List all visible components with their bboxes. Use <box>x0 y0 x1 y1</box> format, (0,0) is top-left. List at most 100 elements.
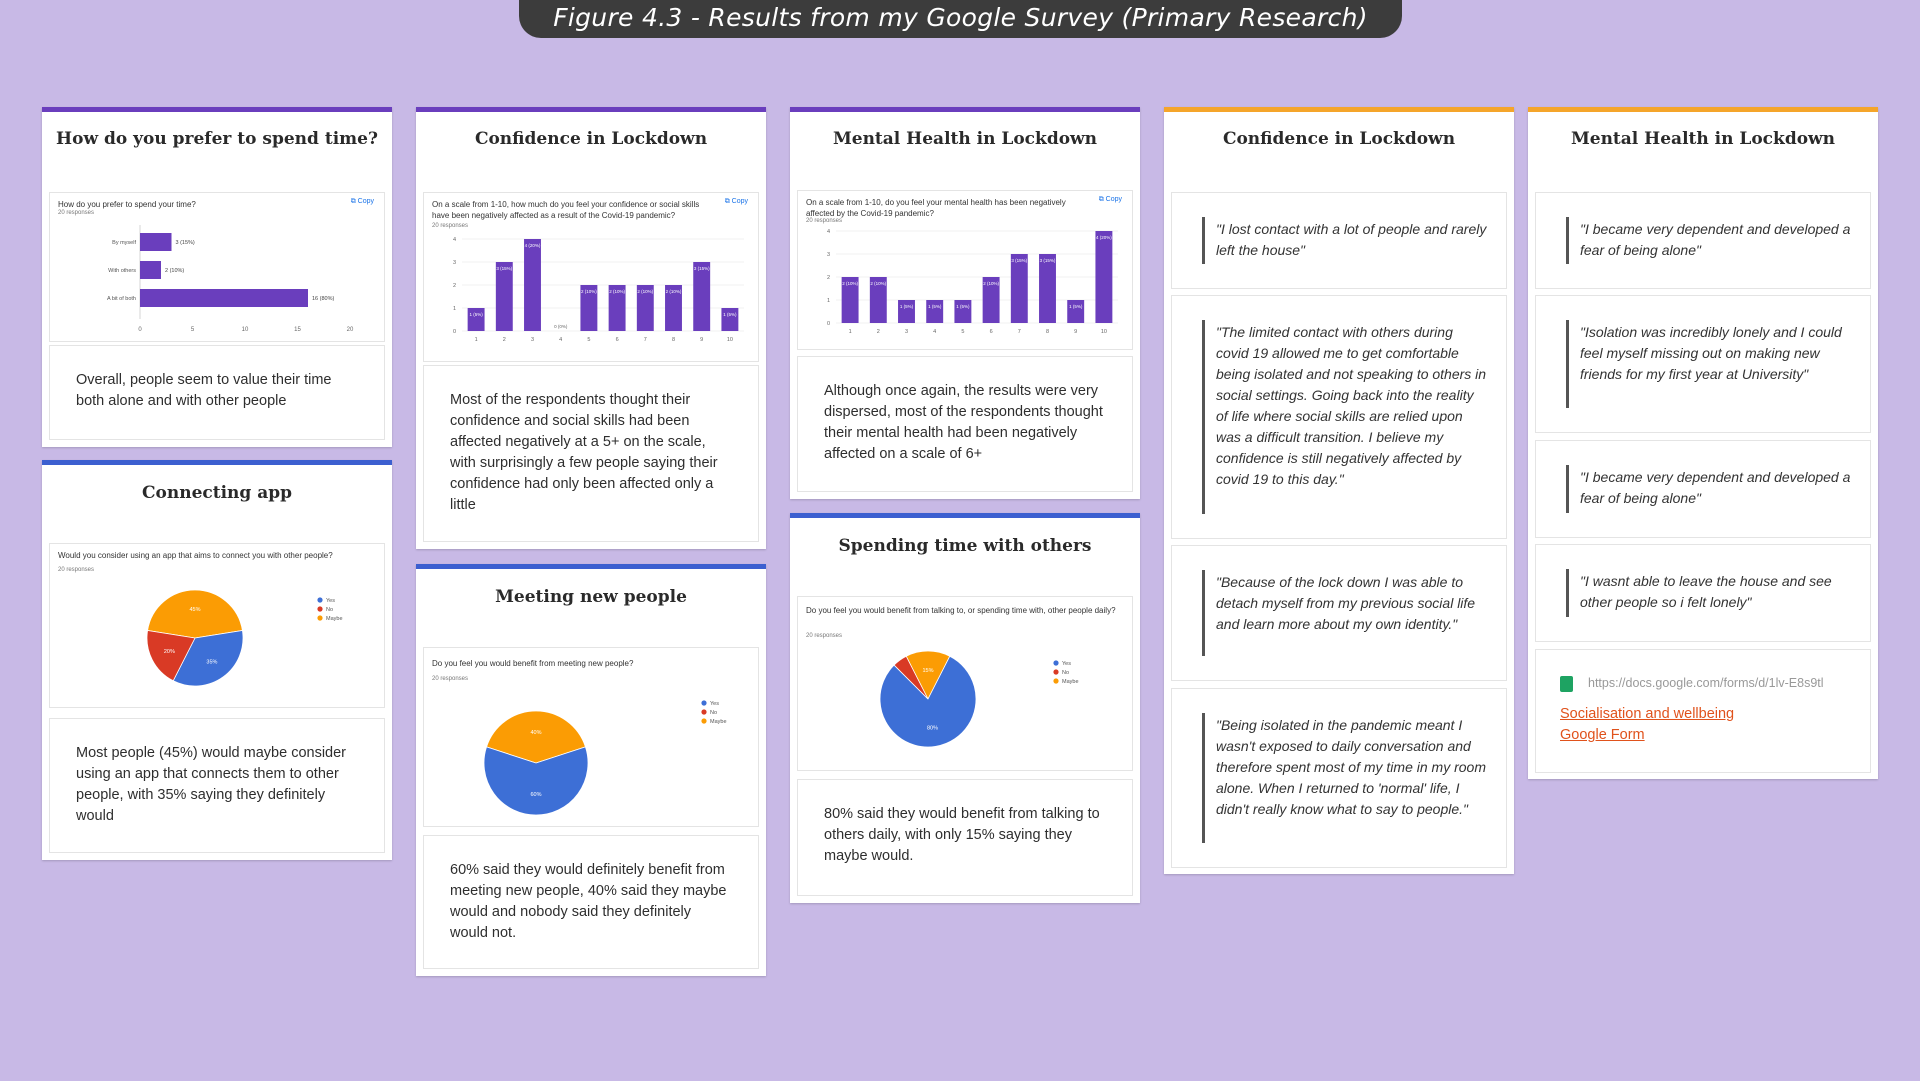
card-title: Mental Health in Lockdown <box>832 129 1098 149</box>
hbar-chart: 0 5 10 15 20 By myself 3 (15%) With others 2 (10… <box>107 225 354 333</box>
card-title: Confidence in Lockdown <box>1222 129 1456 149</box>
figure-title: Figure 4.3 - Results from my Google Surv… <box>519 0 1402 38</box>
tick-label: 6 <box>990 329 993 335</box>
quote-bar <box>1566 217 1569 264</box>
card-confidence-quotes: Confidence in Lockdown "I lost contact w… <box>1164 107 1514 874</box>
tick-label: 7 <box>1018 329 1021 335</box>
legend-label: Maybe <box>1062 679 1079 685</box>
data-label: 20% <box>164 649 175 655</box>
tick-label: 2 <box>827 275 830 281</box>
quote-bar <box>1566 320 1569 408</box>
bar <box>467 308 485 331</box>
tick-label: 10 <box>1101 329 1107 335</box>
data-label: 0 (0%) <box>554 324 568 329</box>
quote-bar <box>1202 217 1205 264</box>
data-label: 2 (10%) <box>842 281 858 286</box>
quote-panel: "I became very dependent and developed a… <box>1535 440 1871 538</box>
form-question: Do you feel you would benefit from meeti… <box>432 659 634 668</box>
tick-label: 4 <box>559 337 562 343</box>
tick-label: 4 <box>827 229 830 235</box>
bar <box>140 261 161 279</box>
quote-text: "Because of the lock down I was able to … <box>1216 574 1476 632</box>
pie-slice <box>172 630 244 687</box>
bar <box>693 262 711 331</box>
quote-bar <box>1202 713 1205 843</box>
legend-swatch <box>1053 669 1059 675</box>
legend-label: Yes <box>326 598 335 604</box>
tick-label: 2 <box>877 329 880 335</box>
bar <box>580 285 598 331</box>
quote-bar <box>1202 570 1205 656</box>
pie-slice <box>146 630 196 682</box>
legend-swatch <box>701 718 707 724</box>
copy-button[interactable]: ⧉ Copy <box>350 198 374 205</box>
legend-label: Yes <box>710 701 719 707</box>
bar-chart: 0 1 2 3 4 1 (5%) 1 3 (15%) 2 4 (20%) 3 0 (0%) 4 2 (10… <box>453 237 744 343</box>
bar <box>721 308 739 331</box>
pie-chart: 40% 60% Yes No Maybe <box>483 700 727 816</box>
summary-panel: 80% said they would benefit from talking… <box>797 779 1133 896</box>
google-form-link[interactable]: Google Form <box>1560 727 1645 743</box>
bar <box>608 285 626 331</box>
category-label: By myself <box>112 240 136 246</box>
quote-panel: "Isolation was incredibly lonely and I c… <box>1535 295 1871 433</box>
tick-label: 3 <box>453 260 456 266</box>
tick-label: 3 <box>827 252 830 258</box>
card-mental: Mental Health in Lockdown On a scale fro… <box>790 107 1140 499</box>
data-label: 16 (80%) <box>312 296 334 302</box>
google-form-link[interactable]: Socialisation and wellbeing <box>1560 706 1735 722</box>
tick-label: 4 <box>453 237 456 243</box>
card-title: Spending time with others <box>838 536 1092 556</box>
pie-chart: 45% 35% 20% Yes No Maybe <box>146 589 343 687</box>
copy-label: Copy <box>357 198 374 205</box>
data-label: 2 (10%) <box>983 281 999 286</box>
tick-label: 3 <box>905 329 908 335</box>
tick-label: 15 <box>294 327 301 333</box>
card-title: Meeting new people <box>495 587 687 607</box>
quote-panel: "I wasnt able to leave the house and see… <box>1535 544 1871 642</box>
data-label: 2 (10%) <box>581 289 597 294</box>
form-question: Would you consider using an app that aim… <box>58 551 333 560</box>
copy-button[interactable]: ⧉ Copy <box>1098 196 1122 203</box>
pie-slice <box>483 746 589 816</box>
bar <box>869 277 887 323</box>
form-responses: 20 responses <box>806 218 843 224</box>
bar <box>1095 231 1113 323</box>
data-label: 80% <box>927 725 938 731</box>
quote-panel: "Being isolated in the pandemic meant I … <box>1171 688 1507 868</box>
data-label: 1 (5%) <box>928 304 942 309</box>
quote-bar <box>1566 569 1569 617</box>
tick-label: 7 <box>644 337 647 343</box>
copy-label: Copy <box>731 198 748 205</box>
bar <box>1039 254 1056 323</box>
tick-label: 1 <box>827 298 830 304</box>
data-label: 2 (10%) <box>870 281 886 286</box>
quote-text: "I lost contact with a lot of people and… <box>1216 221 1487 258</box>
tick-label: 20 <box>347 327 354 333</box>
tick-label: 0 <box>453 329 456 335</box>
tick-label: 1 <box>453 306 456 312</box>
copy-button[interactable]: ⧉ Copy <box>724 198 748 205</box>
form-question: On a scale from 1-10, do you feel your m… <box>806 198 1066 218</box>
quote-panel: "I lost contact with a lot of people and… <box>1171 192 1507 289</box>
card-title: How do you prefer to spend time? <box>56 129 378 149</box>
data-label: 4 (20%) <box>1096 235 1112 240</box>
form-responses: 20 responses <box>432 223 469 229</box>
quote-bar <box>1202 320 1205 514</box>
legend-label: Maybe <box>710 719 727 725</box>
legend-swatch <box>701 700 707 706</box>
data-label: 1 (5%) <box>723 312 737 317</box>
data-label: 3 (15%) <box>1040 258 1056 263</box>
form-question: How do you prefer to spend your time? <box>58 200 196 209</box>
data-label: 3 (15%) <box>176 240 195 246</box>
quote-text: "I became very dependent and developed a… <box>1580 221 1851 258</box>
card-meeting: Meeting new people Do you feel you would… <box>416 564 766 976</box>
legend-label: Yes <box>1062 661 1071 667</box>
legend-swatch <box>317 615 323 621</box>
quote-text: "I became very dependent and developed a… <box>1580 469 1851 506</box>
bar <box>665 285 682 331</box>
tick-label: 5 <box>961 329 964 335</box>
tick-label: 6 <box>616 337 619 343</box>
data-label: 60% <box>530 792 541 798</box>
quote-panel: "Because of the lock down I was able to … <box>1171 545 1507 681</box>
